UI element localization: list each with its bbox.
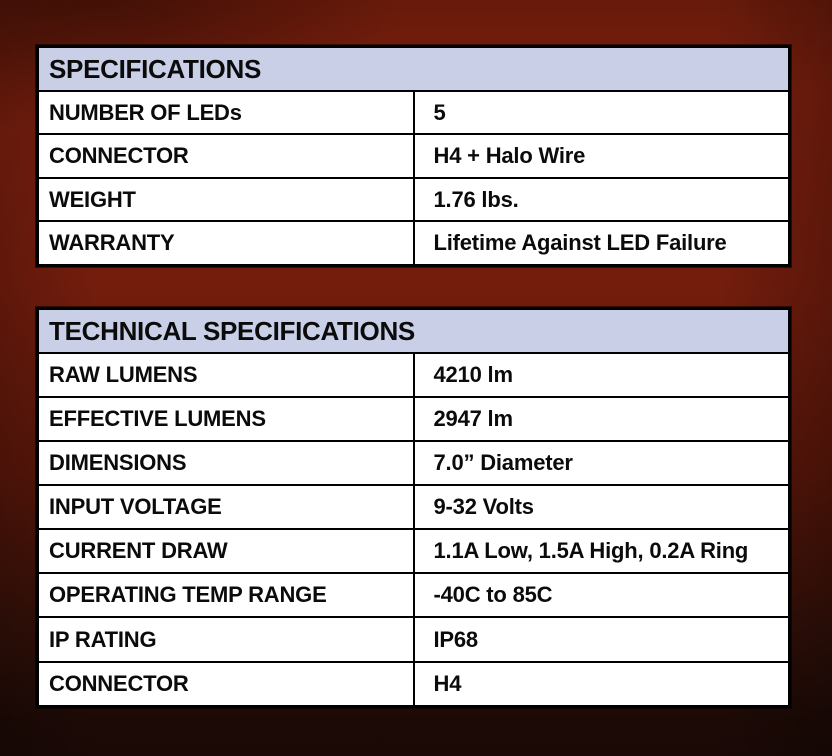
spec-row: EFFECTIVE LUMENS 2947 lm xyxy=(36,396,791,443)
spec-row: WEIGHT 1.76 lbs. xyxy=(36,176,791,223)
spec-value: H4 + Halo Wire xyxy=(412,133,791,179)
spec-row: IP RATING IP68 xyxy=(36,616,791,663)
specifications-table-body: NUMBER OF LEDs 5 CONNECTOR H4 + Halo Wire WE… xyxy=(36,89,791,267)
spec-label: NUMBER OF LEDs xyxy=(36,89,415,136)
spec-value: Lifetime Against LED Failure xyxy=(412,220,791,267)
spec-row: WARRANTY Lifetime Against LED Failure xyxy=(36,220,791,267)
technical-specifications-table-title: TECHNICAL SPECIFICATIONS xyxy=(36,307,791,354)
technical-specifications-table-body: RAW LUMENS 4210 lm EFFECTIVE LUMENS 2947 lm… xyxy=(36,351,791,708)
spec-row: CONNECTOR H4 xyxy=(36,660,791,708)
technical-specifications-table-header: TECHNICAL SPECIFICATIONS xyxy=(36,307,791,354)
spec-label: EFFECTIVE LUMENS xyxy=(36,396,415,443)
header-row: TECHNICAL SPECIFICATIONS xyxy=(36,307,791,354)
spec-label: CONNECTOR xyxy=(36,133,415,179)
spec-value: 9-32 Volts xyxy=(412,484,791,531)
spec-label: OPERATING TEMP RANGE xyxy=(36,572,415,619)
spec-value: 2947 lm xyxy=(412,396,791,443)
spec-value: 4210 lm xyxy=(412,351,791,399)
spec-label: CURRENT DRAW xyxy=(36,528,415,575)
spec-label: RAW LUMENS xyxy=(36,351,415,399)
technical-specifications-table: TECHNICAL SPECIFICATIONS RAW LUMENS 4210 … xyxy=(36,307,791,708)
spec-value: H4 xyxy=(412,660,791,708)
spec-row: CONNECTOR H4 + Halo Wire xyxy=(36,133,791,179)
spec-row: INPUT VOLTAGE 9-32 Volts xyxy=(36,484,791,531)
spec-label: IP RATING xyxy=(36,616,415,663)
spec-row: CURRENT DRAW 1.1A Low, 1.5A High, 0.2A Ri… xyxy=(36,528,791,575)
spec-row: RAW LUMENS 4210 lm xyxy=(36,351,791,399)
spec-row: DIMENSIONS 7.0” Diameter xyxy=(36,440,791,487)
header-row: SPECIFICATIONS xyxy=(36,45,791,92)
spec-label: CONNECTOR xyxy=(36,660,415,708)
specifications-table: SPECIFICATIONS NUMBER OF LEDs 5 CONNECTOR H… xyxy=(36,45,791,267)
spec-value: 5 xyxy=(412,89,791,136)
specifications-table-header: SPECIFICATIONS xyxy=(36,45,791,92)
spec-value: 1.76 lbs. xyxy=(412,176,791,223)
spec-row: OPERATING TEMP RANGE -40C to 85C xyxy=(36,572,791,619)
specifications-table-title: SPECIFICATIONS xyxy=(36,45,791,92)
spec-value: 1.1A Low, 1.5A High, 0.2A Ring xyxy=(412,528,791,575)
spec-value: IP68 xyxy=(412,616,791,663)
spec-label: WARRANTY xyxy=(36,220,415,267)
spec-row: NUMBER OF LEDs 5 xyxy=(36,89,791,136)
spec-value: 7.0” Diameter xyxy=(412,440,791,487)
spec-label: DIMENSIONS xyxy=(36,440,415,487)
spec-label: INPUT VOLTAGE xyxy=(36,484,415,531)
spec-label: WEIGHT xyxy=(36,176,415,223)
spec-value: -40C to 85C xyxy=(412,572,791,619)
